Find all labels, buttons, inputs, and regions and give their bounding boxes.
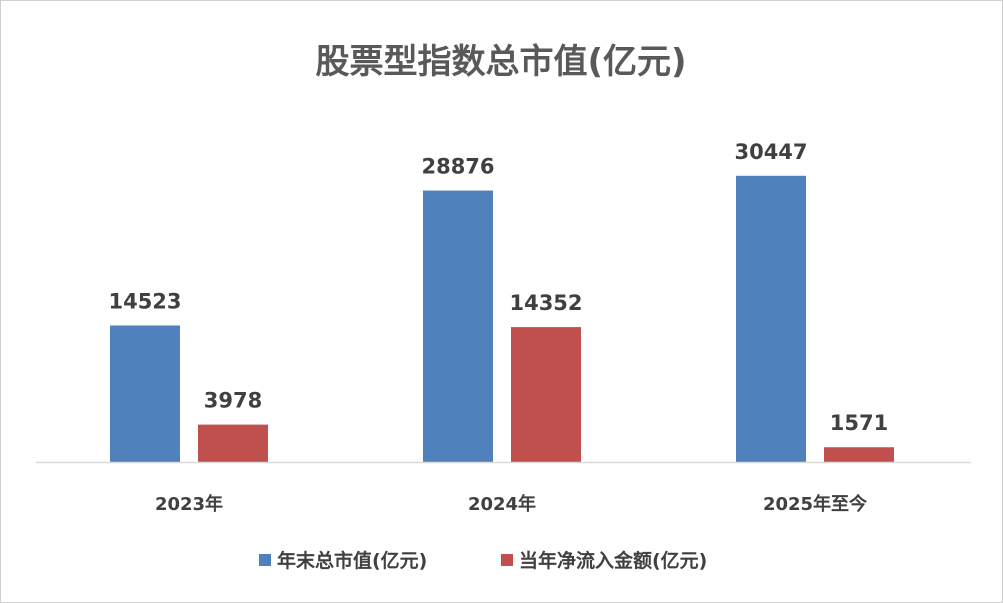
bar-series1-3 — [736, 175, 806, 462]
legend-swatch-2 — [501, 554, 513, 566]
x-tick-label-2: 2024年 — [468, 493, 536, 515]
data-label-series2-1: 3978 — [204, 389, 262, 413]
data-label-series1-1: 14523 — [108, 289, 181, 313]
bar-series2-2 — [511, 327, 581, 462]
data-label-series1-2: 28876 — [421, 155, 494, 179]
legend-label-1: 年末总市值(亿元) — [277, 549, 427, 572]
legend-swatch-1 — [259, 554, 271, 566]
x-tick-labels-layer: 2023年 2024年 2025年至今 — [155, 493, 868, 515]
legend: 年末总市值(亿元) 当年净流入金额(亿元) — [259, 549, 707, 572]
data-labels-layer: 14523 3978 28876 14352 30447 1571 — [108, 140, 888, 435]
data-label-series1-3: 30447 — [734, 140, 807, 164]
bar-series2-3 — [824, 447, 894, 462]
legend-label-2: 当年净流入金额(亿元) — [519, 549, 707, 572]
bar-series1-1 — [110, 325, 180, 462]
bar-series2-1 — [198, 424, 268, 462]
x-tick-label-3: 2025年至今 — [763, 493, 868, 515]
data-label-series2-3: 1571 — [830, 411, 888, 435]
bar-series1-2 — [423, 190, 493, 462]
data-label-series2-2: 14352 — [509, 291, 582, 315]
chart-title: 股票型指数总市值(亿元) — [315, 42, 686, 82]
x-tick-label-1: 2023年 — [155, 493, 223, 515]
bars-layer — [110, 175, 894, 462]
